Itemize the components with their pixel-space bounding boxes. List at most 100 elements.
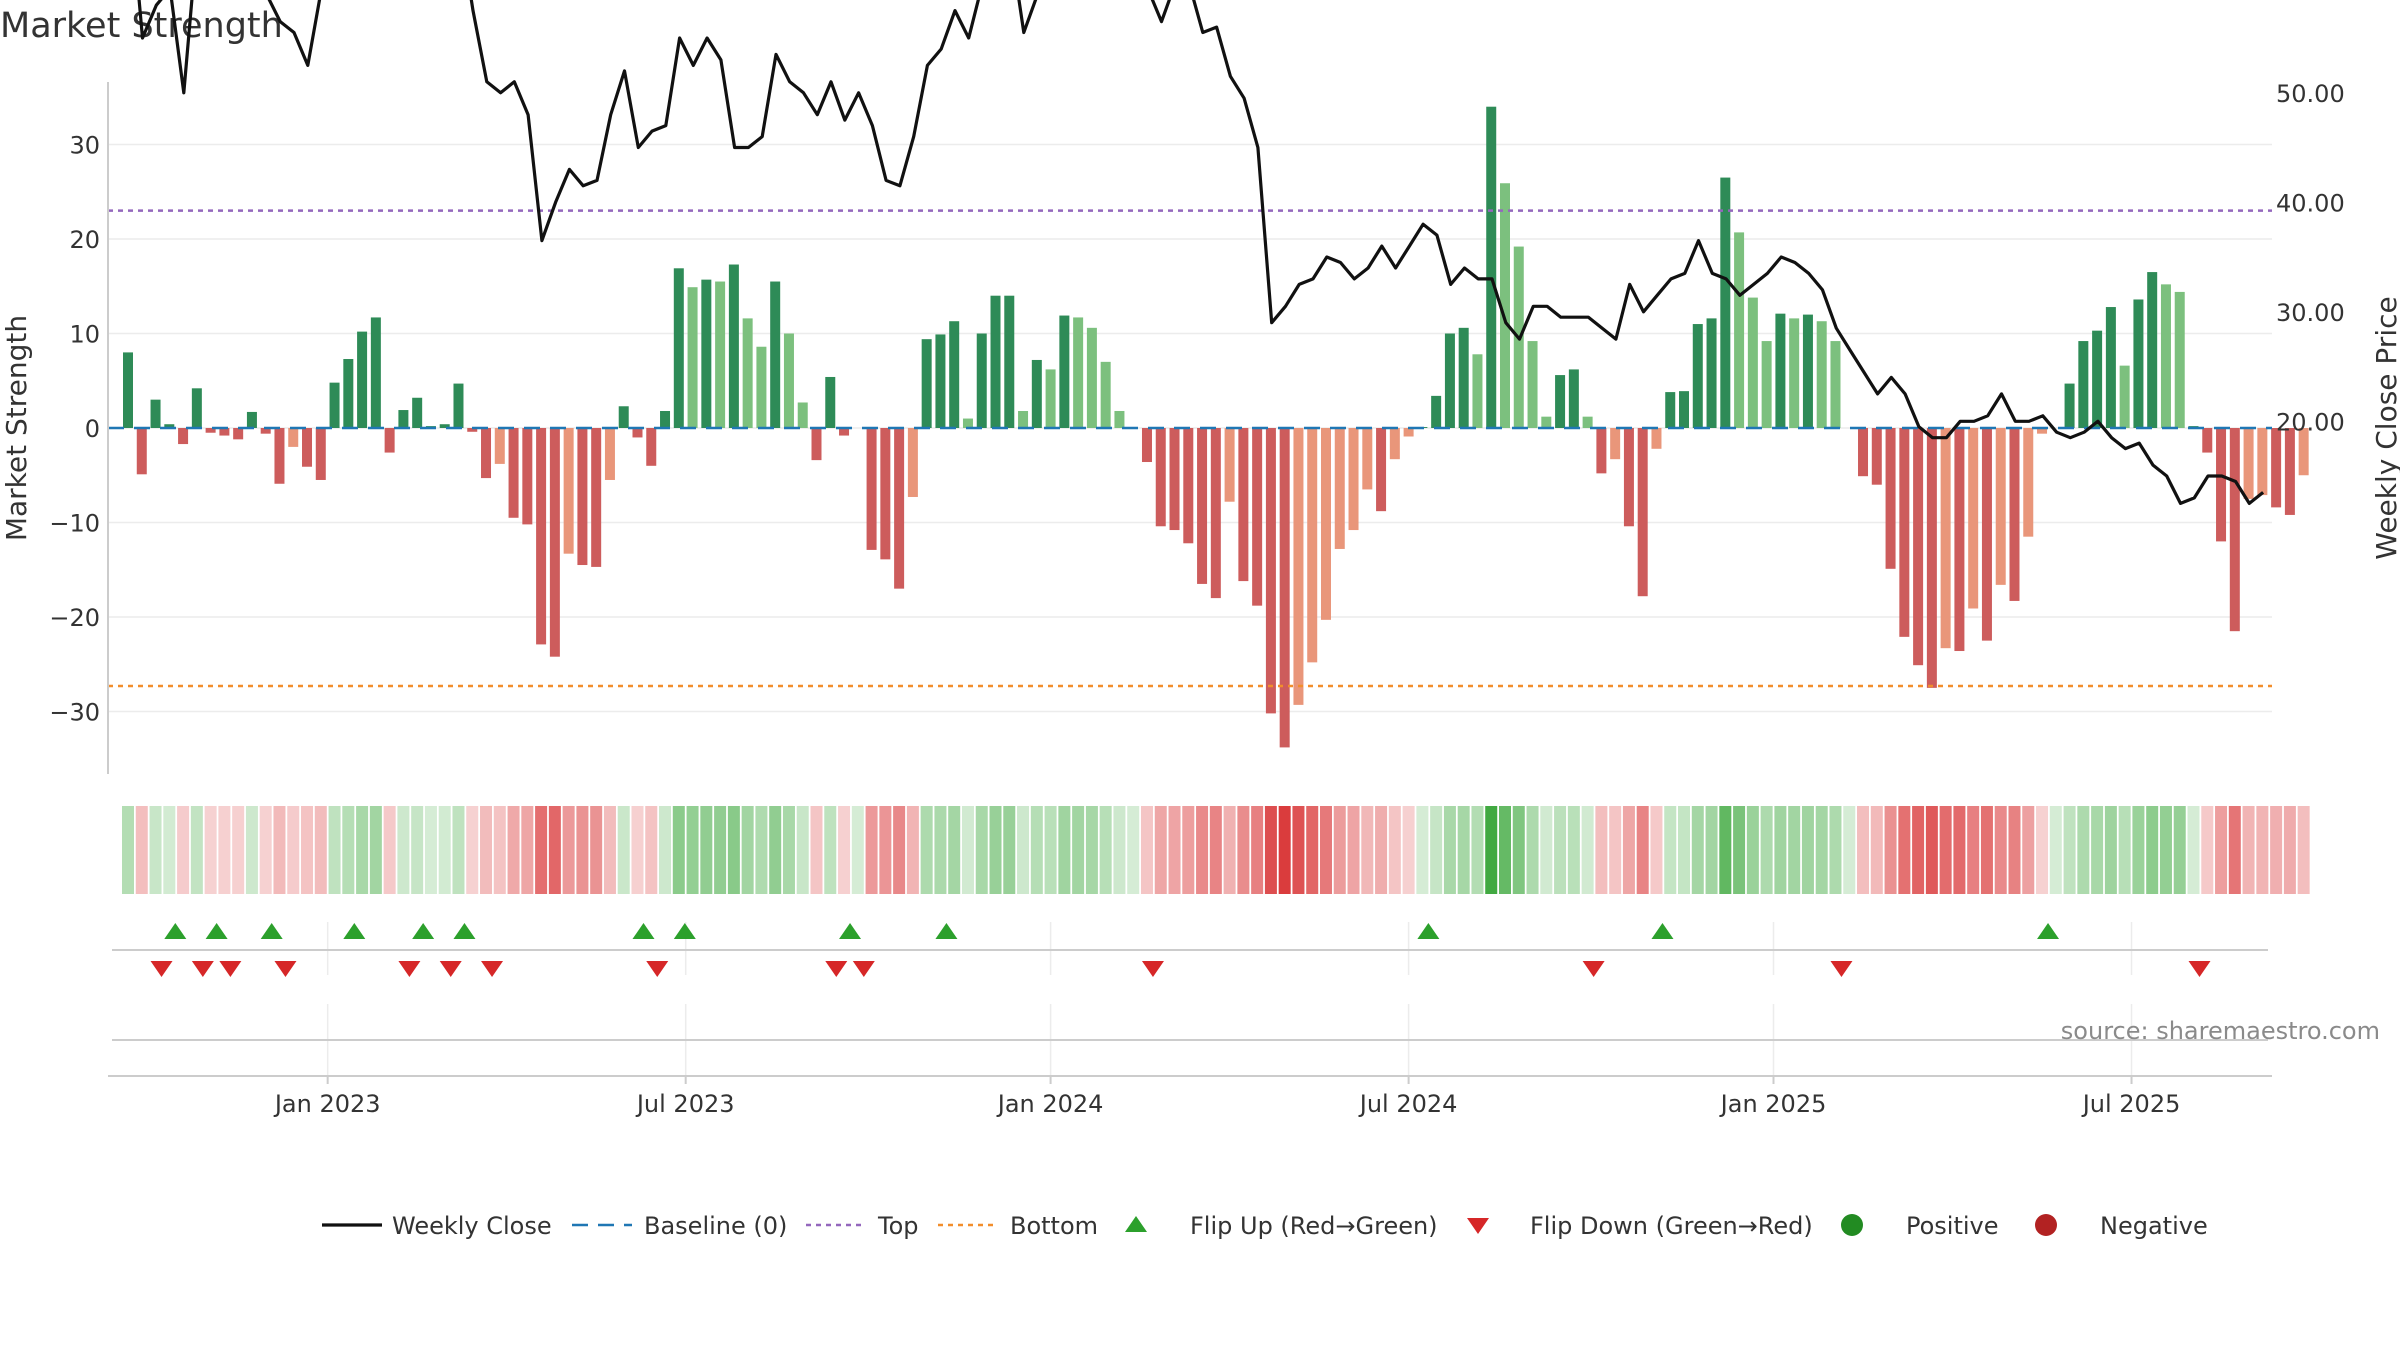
strength-bar: [1913, 428, 1924, 666]
legend-label-close: Weekly Close: [392, 1212, 552, 1240]
heat-cell: [245, 806, 258, 894]
flip-up-marker: [205, 923, 228, 939]
strength-bar: [481, 428, 492, 479]
heat-cell: [2297, 806, 2310, 894]
heat-cell: [1925, 806, 1938, 894]
strength-bar: [1541, 416, 1552, 428]
heat-cell: [122, 806, 134, 894]
strength-bar: [949, 321, 960, 428]
heat-cell: [1430, 806, 1443, 894]
heat-cell: [190, 806, 203, 894]
heat-cell: [1691, 806, 1704, 894]
strength-bar: [1403, 428, 1414, 437]
heat-cell: [1140, 806, 1153, 894]
heat-cell: [1485, 806, 1498, 894]
strength-bar: [2078, 341, 2089, 428]
heat-cell: [1636, 806, 1649, 894]
x-tick-label: Jul 2023: [635, 1090, 735, 1118]
strength-bar: [1155, 428, 1166, 527]
heat-cell: [2228, 806, 2241, 894]
flip-down-marker: [219, 961, 242, 977]
heat-cell: [1499, 806, 1511, 894]
strength-bar: [715, 281, 726, 428]
strength-bar: [2133, 299, 2144, 428]
flip-down-marker: [439, 961, 462, 977]
heat-cell: [1085, 806, 1098, 894]
y-left-tick-label: −20: [49, 604, 100, 632]
strength-bar: [164, 424, 175, 428]
heat-cell: [232, 806, 245, 894]
heat-cell: [259, 806, 272, 894]
strength-bar: [1018, 410, 1029, 428]
strength-bar: [219, 428, 230, 436]
strength-bar: [1320, 428, 1331, 620]
strength-bar: [508, 428, 519, 518]
strength-bar: [467, 428, 478, 432]
strength-bar: [632, 428, 643, 438]
heat-cell: [135, 806, 148, 894]
strength-bar: [1747, 297, 1758, 428]
strength-bar: [866, 428, 877, 550]
strength-bar: [1279, 428, 1290, 748]
strength-bar: [439, 424, 450, 428]
weekly-close-line: [137, 0, 2265, 505]
strength-bar: [1197, 428, 1208, 584]
y-right-tick-label: 40.00: [2276, 189, 2345, 217]
flip-up-marker: [453, 923, 476, 939]
strength-bar: [1486, 106, 1497, 428]
strength-bar: [1059, 315, 1070, 428]
strength-bar: [1706, 318, 1717, 428]
legend-label-negative: Negative: [2100, 1212, 2208, 1240]
strength-bar: [1816, 321, 1827, 428]
strength-bar: [357, 331, 368, 428]
strength-bar: [2174, 291, 2185, 428]
strength-bar: [1389, 428, 1400, 460]
heat-cell: [1388, 806, 1401, 894]
strength-bar: [370, 317, 381, 428]
heat-cell: [1072, 806, 1085, 894]
x-tick-label: Jul 2025: [2081, 1090, 2181, 1118]
heat-cell: [1251, 806, 1264, 894]
heat-cell: [838, 806, 851, 894]
heat-cell: [714, 806, 727, 894]
heat-cell: [2063, 806, 2076, 894]
strength-bar: [191, 388, 202, 428]
y-left-tick-label: 10: [69, 321, 100, 349]
heat-cell: [342, 806, 355, 894]
heat-cell: [865, 806, 878, 894]
heat-cell: [1678, 806, 1691, 894]
heat-cell: [1843, 806, 1856, 894]
flip-down-marker: [1582, 961, 1605, 977]
flip-up-marker: [839, 923, 862, 939]
strength-bar: [329, 382, 340, 428]
heat-cell: [1264, 806, 1277, 894]
strength-bar: [1734, 232, 1745, 428]
heat-cell: [521, 806, 534, 894]
heat-cell: [686, 806, 699, 894]
strength-bar: [2284, 428, 2295, 515]
legend-swatch-flipup: [1125, 1216, 1147, 1232]
axes-layer: 3020100−10−20−3070.0060.0050.0040.0030.0…: [0, 80, 2400, 1118]
strength-bar: [2119, 365, 2130, 428]
x-tick-label: Jul 2024: [1358, 1090, 1458, 1118]
heat-cell: [369, 806, 382, 894]
strength-bar: [274, 428, 285, 484]
legend-item-close: Weekly Close: [322, 1212, 552, 1240]
heat-cell: [1622, 806, 1635, 894]
heat-cell: [1526, 806, 1539, 894]
strength-bar: [742, 318, 753, 428]
heat-cell: [1595, 806, 1608, 894]
strength-bar: [701, 279, 712, 428]
heat-cell: [2077, 806, 2090, 894]
legend-label-top: Top: [877, 1212, 919, 1240]
heat-cell: [920, 806, 933, 894]
strength-bar: [1114, 410, 1125, 428]
heat-cell: [535, 806, 548, 894]
strength-bar: [660, 410, 671, 428]
heat-cell: [2270, 806, 2283, 894]
flip-markers: [112, 923, 2268, 1041]
strength-bar: [921, 339, 932, 428]
heat-cell: [948, 806, 961, 894]
heat-cell: [1292, 806, 1305, 894]
legend-item-negative: Negative: [2035, 1212, 2208, 1240]
